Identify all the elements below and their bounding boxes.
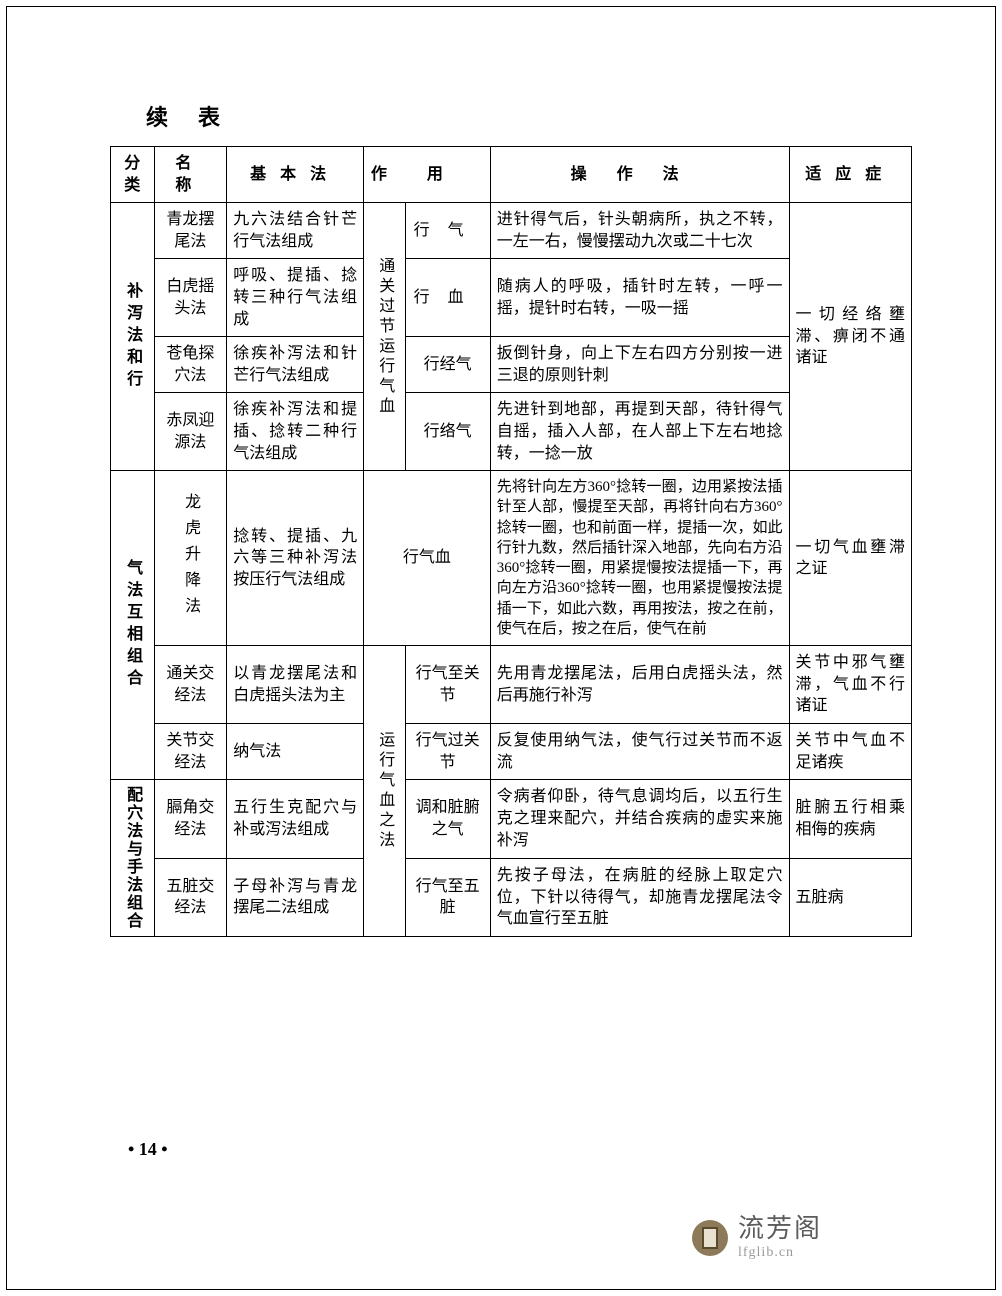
cell-usage: 行经气: [405, 337, 490, 393]
table-row: 五脏交经法 子母补泻与青龙摆尾二法组成 行气至五脏 先按子母法，在病脏的经脉上取…: [111, 858, 912, 937]
cell-indication: 五脏病: [789, 858, 911, 937]
cell-basic: 徐疾补泻法和提插、捻转二种行气法组成: [227, 393, 364, 471]
cell-name: 通关交经法: [154, 646, 227, 724]
cell-indication: 一切经络壅滞、痹闭不通诸证: [789, 203, 911, 471]
main-table: 分类 名称 基本法 作用 操作法 适应症 补泻法和行 青龙摆尾法 九六法结合针芒…: [110, 146, 912, 937]
header-category: 分类: [111, 147, 155, 203]
cell-usage: 行血: [405, 259, 490, 337]
cell-name: 苍龟探穴法: [154, 337, 227, 393]
cell-name: 龙虎升降法: [154, 471, 227, 646]
watermark: 流芳阁 lfglib.cn: [692, 1216, 822, 1260]
cell-name: 五脏交经法: [154, 858, 227, 937]
cell-operation: 先按子母法，在病脏的经脉上取定穴位，下针以待得气，却施青龙摆尾法令气血宣行至五脏: [490, 858, 789, 937]
cell-usage: 行气至五脏: [405, 858, 490, 937]
cell-usage: 行气过关节: [405, 723, 490, 779]
cell-basic: 徐疾补泻法和针芒行气法组成: [227, 337, 364, 393]
cell-usage: 行气至关节: [405, 646, 490, 724]
category-label: 气法互相组合: [121, 559, 143, 691]
cell-usage: 行气血: [364, 471, 491, 646]
page-number: • 14 •: [128, 1139, 168, 1160]
cell-operation: 先用青龙摆尾法，后用白虎摇头法，然后再施行补泻: [490, 646, 789, 724]
usage-group-label: 运行气血之法: [374, 731, 396, 851]
cell-basic: 纳气法: [227, 723, 364, 779]
table-row: 通关交经法 以青龙摆尾法和白虎摇头法为主 运行气血之法 行气至关节 先用青龙摆尾…: [111, 646, 912, 724]
header-operation: 操作法: [490, 147, 789, 203]
table-row: 补泻法和行 青龙摆尾法 九六法结合针芒行气法组成 通关过节运行气血 行气 进针得…: [111, 203, 912, 259]
cell-basic: 九六法结合针芒行气法组成: [227, 203, 364, 259]
header-name: 名称: [154, 147, 227, 203]
category-label: 补泻法和行: [121, 282, 143, 392]
table-continuation-title: 续表: [146, 100, 912, 132]
book-icon: [692, 1220, 728, 1256]
cell-operation: 令病者仰卧，待气息调均后，以五行生克之理来配穴，并结合疾病的虚实来施补泻: [490, 780, 789, 859]
cell-basic: 捻转、提插、九六等三种补泻法按压行气法组成: [227, 471, 364, 646]
cell-usage: 行气: [405, 203, 490, 259]
table-row: 关节交经法 纳气法 行气过关节 反复使用纳气法，使气行过关节而不返流 关节中气血…: [111, 723, 912, 779]
watermark-sub: lfglib.cn: [738, 1246, 822, 1260]
cell-usage: 调和脏腑之气: [405, 780, 490, 859]
cell-name: 关节交经法: [154, 723, 227, 779]
category-label: 配穴法与手法组合: [121, 786, 143, 930]
cell-operation: 随病人的呼吸，插针时左转，一呼一摇，提针时右转，一吸一摇: [490, 259, 789, 337]
header-usage: 作用: [364, 147, 491, 203]
watermark-main: 流芳阁: [738, 1216, 822, 1242]
cell-basic: 五行生克配穴与补或泻法组成: [227, 780, 364, 859]
cell-operation: 进针得气后，针头朝病所，执之不转，一左一右，慢慢摆动九次或二十七次: [490, 203, 789, 259]
cell-usage: 行络气: [405, 393, 490, 471]
cell-basic: 子母补泻与青龙摆尾二法组成: [227, 858, 364, 937]
usage-group-label: 通关过节运行气血: [374, 257, 396, 417]
cell-name: 膈角交经法: [154, 780, 227, 859]
cell-indication: 一切气血壅滞之证: [789, 471, 911, 646]
cell-operation: 先进针到地部，再提到天部，待针得气自摇，插入人部，在人部上下左右地捻转，一捻一放: [490, 393, 789, 471]
cell-name: 赤凤迎源法: [154, 393, 227, 471]
cell-basic: 以青龙摆尾法和白虎摇头法为主: [227, 646, 364, 724]
cell-basic: 呼吸、提插、捻转三种行气法组成: [227, 259, 364, 337]
cell-operation: 先将针向左方360°捻转一圈，边用紧按法插针至人部，慢提至天部，再将针向右方36…: [490, 471, 789, 646]
cell-indication: 关节中气血不足诸疾: [789, 723, 911, 779]
table-row: 配穴法与手法组合 膈角交经法 五行生克配穴与补或泻法组成 调和脏腑之气 令病者仰…: [111, 780, 912, 859]
cell-operation: 反复使用纳气法，使气行过关节而不返流: [490, 723, 789, 779]
cell-name: 白虎摇头法: [154, 259, 227, 337]
cell-operation: 扳倒针身，向上下左右四方分别按一进三退的原则针刺: [490, 337, 789, 393]
cell-name: 青龙摆尾法: [154, 203, 227, 259]
cell-indication: 关节中邪气壅滞，气血不行诸证: [789, 646, 911, 724]
header-basic: 基本法: [227, 147, 364, 203]
header-indication: 适应症: [789, 147, 911, 203]
table-row: 气法互相组合 龙虎升降法 捻转、提插、九六等三种补泻法按压行气法组成 行气血 先…: [111, 471, 912, 646]
cell-indication: 脏腑五行相乘相侮的疾病: [789, 780, 911, 859]
